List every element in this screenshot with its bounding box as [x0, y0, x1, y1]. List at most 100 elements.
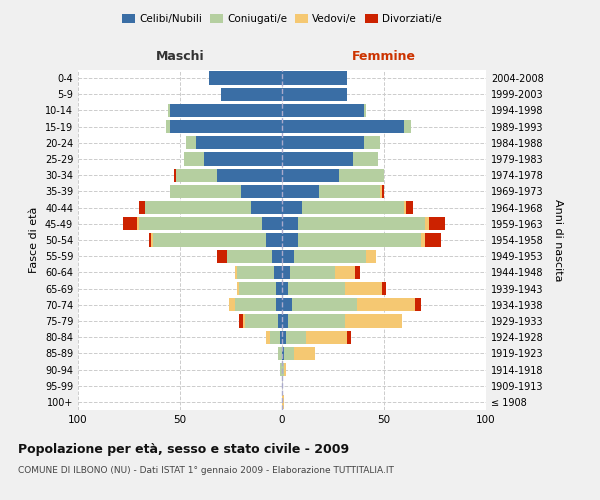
Bar [282, 217, 298, 230]
Bar [170, 120, 282, 134]
Bar [139, 217, 262, 230]
Bar [404, 201, 406, 214]
Bar [139, 201, 145, 214]
Bar [239, 282, 276, 295]
Bar [339, 168, 384, 182]
Bar [186, 136, 196, 149]
Bar [227, 250, 272, 263]
Bar [284, 346, 294, 360]
Bar [196, 136, 282, 149]
Bar [294, 250, 365, 263]
Bar [345, 314, 403, 328]
Bar [294, 346, 314, 360]
Bar [245, 314, 278, 328]
Bar [286, 330, 307, 344]
Bar [335, 266, 355, 279]
Bar [282, 266, 290, 279]
Bar [282, 120, 404, 134]
Bar [221, 88, 282, 101]
Bar [276, 298, 282, 312]
Bar [282, 168, 339, 182]
Bar [282, 185, 319, 198]
Bar [243, 314, 245, 328]
Bar [217, 250, 227, 263]
Text: Maschi: Maschi [155, 50, 205, 62]
Bar [154, 234, 266, 246]
Bar [382, 185, 384, 198]
Bar [282, 72, 347, 85]
Bar [235, 298, 276, 312]
Bar [278, 346, 282, 360]
Bar [282, 152, 353, 166]
Bar [184, 152, 205, 166]
Bar [425, 217, 429, 230]
Text: Popolazione per età, sesso e stato civile - 2009: Popolazione per età, sesso e stato civil… [18, 442, 349, 456]
Bar [151, 234, 154, 246]
Bar [282, 136, 364, 149]
Bar [365, 250, 376, 263]
Bar [272, 250, 282, 263]
Bar [251, 201, 282, 214]
Legend: Celibi/Nubili, Coniugati/e, Vedovi/e, Divorziati/e: Celibi/Nubili, Coniugati/e, Vedovi/e, Di… [118, 10, 446, 29]
Bar [282, 234, 298, 246]
Bar [123, 217, 137, 230]
Bar [282, 396, 284, 408]
Bar [278, 314, 282, 328]
Bar [209, 72, 282, 85]
Bar [170, 104, 282, 117]
Bar [282, 314, 288, 328]
Bar [276, 282, 282, 295]
Bar [364, 104, 365, 117]
Bar [217, 168, 282, 182]
Bar [353, 152, 378, 166]
Bar [237, 266, 274, 279]
Bar [170, 185, 241, 198]
Bar [380, 185, 382, 198]
Bar [241, 185, 282, 198]
Bar [174, 168, 176, 182]
Bar [404, 120, 410, 134]
Bar [205, 152, 282, 166]
Bar [284, 363, 286, 376]
Bar [298, 234, 421, 246]
Bar [298, 217, 425, 230]
Bar [292, 298, 358, 312]
Bar [282, 282, 288, 295]
Bar [274, 266, 282, 279]
Bar [288, 282, 345, 295]
Bar [266, 330, 270, 344]
Bar [358, 298, 415, 312]
Bar [288, 314, 345, 328]
Bar [415, 298, 421, 312]
Bar [282, 363, 284, 376]
Text: COMUNE DI ILBONO (NU) - Dati ISTAT 1° gennaio 2009 - Elaborazione TUTTITALIA.IT: COMUNE DI ILBONO (NU) - Dati ISTAT 1° ge… [18, 466, 394, 475]
Bar [235, 266, 237, 279]
Bar [345, 282, 382, 295]
Bar [282, 330, 286, 344]
Bar [282, 201, 302, 214]
Bar [166, 120, 170, 134]
Bar [280, 363, 282, 376]
Bar [319, 185, 380, 198]
Bar [137, 217, 139, 230]
Bar [237, 282, 239, 295]
Bar [229, 298, 235, 312]
Bar [307, 330, 347, 344]
Bar [382, 282, 386, 295]
Bar [176, 168, 217, 182]
Bar [262, 217, 282, 230]
Bar [149, 234, 151, 246]
Y-axis label: Fasce di età: Fasce di età [29, 207, 39, 273]
Bar [429, 217, 445, 230]
Bar [282, 104, 364, 117]
Bar [347, 330, 352, 344]
Bar [302, 201, 404, 214]
Bar [282, 88, 347, 101]
Y-axis label: Anni di nascita: Anni di nascita [553, 198, 563, 281]
Bar [282, 346, 284, 360]
Bar [282, 298, 292, 312]
Bar [364, 136, 380, 149]
Bar [145, 201, 251, 214]
Bar [355, 266, 359, 279]
Text: Femmine: Femmine [352, 50, 416, 62]
